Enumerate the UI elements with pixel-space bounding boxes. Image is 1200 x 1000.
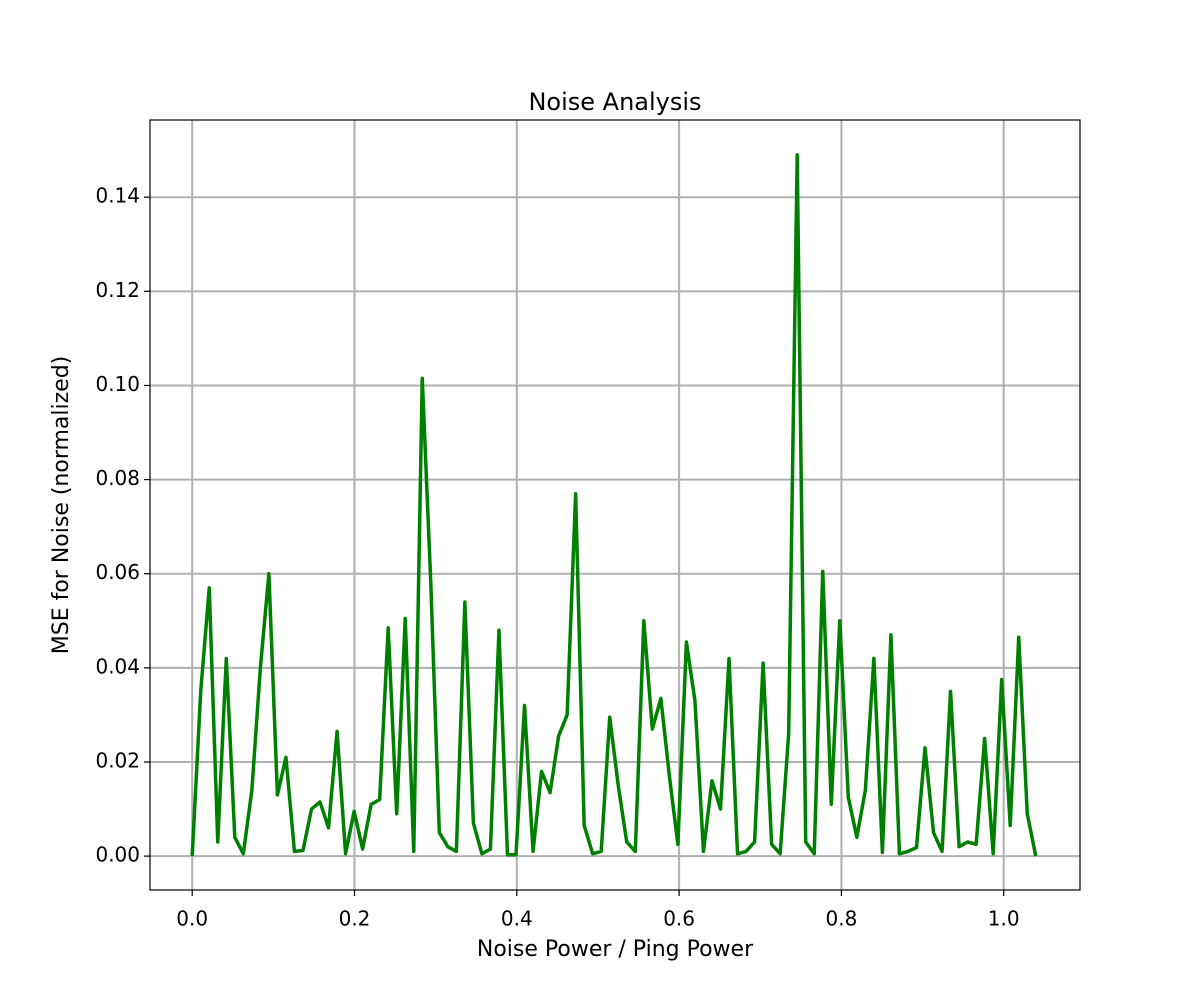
x-axis-label: Noise Power / Ping Power — [477, 937, 754, 962]
y-tick-label: 0.04 — [95, 654, 140, 678]
data-line — [190, 153, 1038, 857]
x-tick-label: 0.8 — [826, 907, 858, 931]
y-tick-label: 0.14 — [95, 184, 140, 208]
x-tick-label: 0.0 — [176, 907, 208, 931]
x-tick-label: 0.6 — [663, 907, 695, 931]
chart-title: Noise Analysis — [528, 88, 701, 116]
plot-frame — [149, 119, 1081, 891]
y-tick-label: 0.06 — [95, 560, 140, 584]
y-tick-label: 0.00 — [95, 843, 140, 867]
y-tick-label: 0.02 — [95, 748, 140, 772]
y-tick-label: 0.10 — [95, 372, 140, 396]
x-tick-label: 1.0 — [988, 907, 1020, 931]
x-tick-label: 0.2 — [339, 907, 371, 931]
y-tick-label: 0.08 — [95, 466, 140, 490]
y-axis-label: MSE for Noise (normalized) — [49, 356, 74, 655]
x-tick-label: 0.4 — [501, 907, 533, 931]
y-tick-label: 0.12 — [95, 278, 140, 302]
